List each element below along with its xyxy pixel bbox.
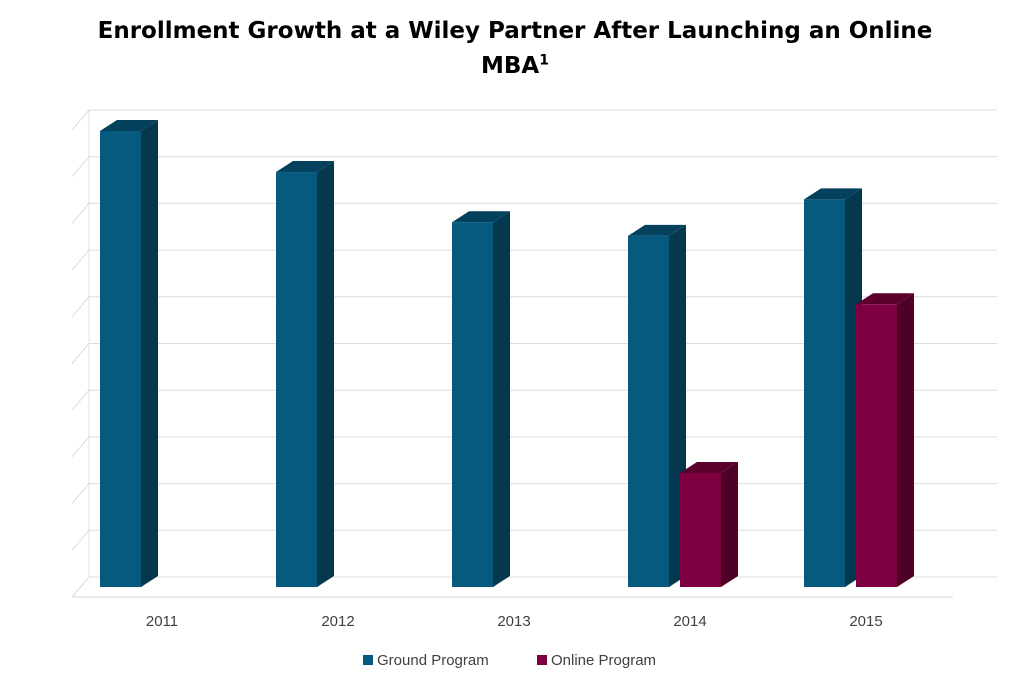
bar-front	[680, 473, 721, 587]
legend[interactable]: Ground Program Online Program	[363, 652, 656, 669]
bar-front	[452, 222, 493, 587]
x-tick-label: 2014	[673, 613, 706, 630]
gridline-side	[71, 436, 90, 458]
bar-side	[721, 462, 738, 587]
bar	[628, 224, 686, 587]
gridline-side	[71, 249, 90, 271]
x-tick-labels: 2011 2012 2013 2014 2015	[146, 613, 883, 630]
title-superscript: 1	[539, 52, 549, 69]
gridline-side	[71, 389, 90, 411]
legend-label: Ground Program	[377, 652, 489, 669]
legend-swatch	[537, 655, 547, 665]
gridline-side	[71, 296, 90, 318]
bar	[856, 293, 914, 587]
legend-swatch	[363, 655, 373, 665]
gridline-side	[71, 156, 90, 178]
bar-side	[141, 120, 158, 587]
gridline-side	[71, 529, 90, 551]
gridline-side	[71, 576, 90, 598]
title-line-1: Enrollment Growth at a Wiley Partner Aft…	[97, 18, 933, 44]
gridline-side	[71, 343, 90, 364]
legend-label: Online Program	[551, 652, 656, 669]
legend-item[interactable]: Ground Program	[363, 652, 489, 669]
gridline-side	[71, 109, 90, 131]
bar-top	[276, 161, 334, 173]
gridline-side	[71, 203, 90, 224]
legend-item[interactable]: Online Program	[537, 652, 656, 669]
bar-front	[628, 235, 669, 587]
bar	[100, 120, 158, 587]
gridline-side	[71, 483, 90, 504]
x-tick-label: 2013	[497, 613, 530, 630]
bars	[100, 120, 914, 588]
bar	[276, 161, 334, 588]
bar-top	[856, 293, 914, 305]
bar-front	[100, 131, 141, 587]
bar	[804, 188, 862, 587]
bar-top	[100, 120, 158, 131]
bar-side	[897, 293, 914, 587]
bar	[680, 462, 738, 587]
bar	[452, 211, 510, 587]
bar-front	[804, 199, 845, 587]
title-line-2: MBA	[481, 53, 540, 79]
bar-top	[804, 188, 862, 200]
bar-top	[628, 224, 686, 236]
bar-top	[680, 462, 738, 473]
bar-front	[856, 304, 897, 587]
bar-top	[452, 211, 510, 223]
x-tick-label: 2012	[321, 613, 354, 630]
bar-side	[317, 161, 334, 588]
bar-side	[493, 211, 510, 587]
x-tick-label: 2015	[849, 613, 882, 630]
x-tick-label: 2011	[146, 613, 178, 630]
chart-title: Enrollment Growth at a Wiley Partner Aft…	[0, 14, 1030, 84]
bar-front	[276, 172, 317, 588]
